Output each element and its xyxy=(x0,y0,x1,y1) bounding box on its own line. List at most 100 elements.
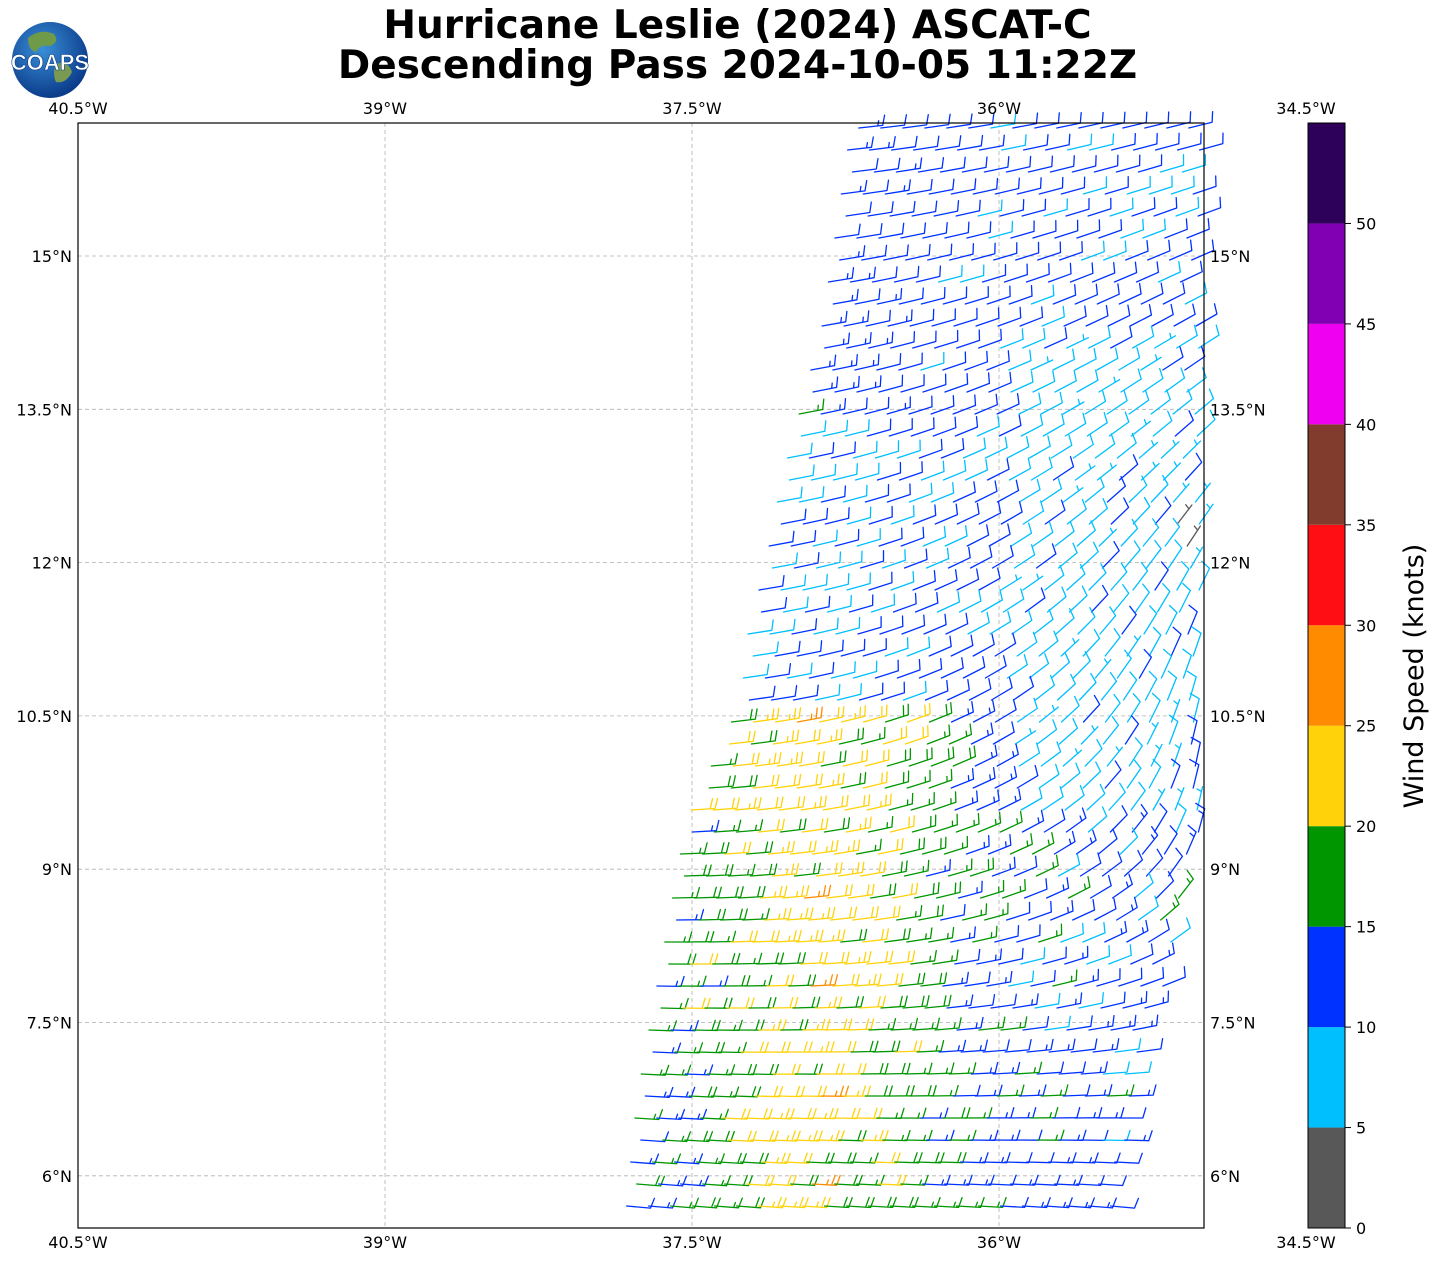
globe-logo-icon: COAPS xyxy=(11,22,89,98)
wind-barb xyxy=(926,724,951,745)
wind-barb xyxy=(1088,133,1115,151)
lon-tick-label: 34.5°W xyxy=(1276,1233,1336,1252)
wind-barb xyxy=(842,749,869,767)
wind-barb xyxy=(842,397,868,415)
wind-barb xyxy=(924,679,949,701)
wind-barb xyxy=(714,1019,743,1031)
lat-tick-label: 13.5°N xyxy=(16,400,72,419)
wind-barb xyxy=(917,157,945,173)
wind-barb xyxy=(906,702,931,723)
lat-ticks-left: 15°N 13.5°N 12°N 10.5°N 9°N 7.5°N 6°N xyxy=(16,247,72,1186)
wind-barb xyxy=(762,1041,791,1053)
wind-barb xyxy=(974,480,998,503)
wind-barb xyxy=(934,503,959,525)
wind-barb xyxy=(1174,787,1185,811)
wind-barb xyxy=(1107,304,1131,327)
wind-barb xyxy=(847,883,875,899)
wind-barb xyxy=(920,286,946,305)
wind-barb xyxy=(1014,727,1037,745)
wind-barb xyxy=(1154,561,1169,591)
wind-barb xyxy=(911,814,937,833)
wind-barb xyxy=(800,420,827,437)
wind-barb xyxy=(830,661,856,679)
wind-barb xyxy=(1103,240,1127,261)
wind-barb xyxy=(1042,946,1067,965)
wind-barb xyxy=(1003,263,1028,283)
wind-barb xyxy=(996,479,1020,503)
wind-barb xyxy=(818,639,844,657)
wind-barb xyxy=(1052,284,1077,305)
wind-barb xyxy=(816,1063,845,1075)
wind-barb xyxy=(728,730,756,745)
wind-barb xyxy=(1163,825,1178,855)
wind-barb xyxy=(942,286,968,305)
wind-barb xyxy=(1008,970,1035,987)
wind-barb xyxy=(754,752,782,767)
wind-barb xyxy=(854,1107,883,1120)
wind-barb xyxy=(737,885,766,899)
wind-barb xyxy=(1080,725,1099,745)
wind-barb xyxy=(862,928,890,943)
wind-barb xyxy=(780,508,807,525)
wind-barb xyxy=(1152,410,1173,437)
wind-barb xyxy=(876,972,904,987)
wind-barb xyxy=(840,705,866,723)
wind-barb xyxy=(992,1061,1021,1075)
wind-barb xyxy=(968,994,996,1009)
wind-barb xyxy=(956,502,980,525)
wind-barb xyxy=(1179,260,1203,283)
wind-barb xyxy=(1036,1129,1065,1141)
lon-ticks-bottom: 40.5°W39°W37.5°W36°W34.5°W33°W31.5°W30°W xyxy=(48,1233,1336,1252)
wind-barb xyxy=(766,1108,795,1120)
wind-barb xyxy=(909,308,935,327)
wind-barb xyxy=(992,721,1015,745)
colorbar-bin xyxy=(1308,524,1345,626)
wind-barb xyxy=(813,617,839,635)
wind-barb xyxy=(796,706,823,723)
wind-barb xyxy=(1160,439,1180,459)
wind-barb xyxy=(1038,923,1063,943)
wind-barb xyxy=(1030,284,1055,305)
wind-barb xyxy=(1092,1152,1121,1164)
wind-barb xyxy=(1098,376,1121,393)
wind-barb xyxy=(844,419,870,437)
wind-barb xyxy=(793,862,821,877)
lon-tick-label: 36°W xyxy=(977,99,1021,118)
wind-barb xyxy=(1062,398,1085,415)
wind-barb xyxy=(1013,544,1036,569)
wind-barb xyxy=(896,658,921,679)
lat-tick-label: 12°N xyxy=(1210,554,1250,573)
wind-barb xyxy=(770,685,798,701)
wind-barb xyxy=(794,1063,823,1075)
wind-barb xyxy=(1071,154,1097,173)
wind-barb xyxy=(1184,281,1208,305)
wind-barb xyxy=(976,789,1000,811)
logo-text: COAPS xyxy=(11,50,89,75)
wind-barb xyxy=(1062,485,1084,503)
wind-barb xyxy=(852,440,878,459)
wind-barb xyxy=(1116,896,1138,921)
wind-barb xyxy=(1013,855,1038,877)
wind-barb xyxy=(916,1039,945,1053)
wind-barb xyxy=(833,839,861,855)
wind-barb xyxy=(844,794,871,811)
wind-barb xyxy=(1102,1129,1131,1142)
wind-barb xyxy=(912,135,940,151)
wind-barb xyxy=(966,524,990,547)
lon-tick-label: 40.5°W xyxy=(48,1233,108,1252)
wind-barb xyxy=(1022,500,1045,525)
wind-barb xyxy=(935,881,962,899)
wind-barb xyxy=(1124,1130,1153,1142)
wind-barb xyxy=(684,1064,714,1076)
wind-barb xyxy=(1132,325,1155,349)
wind-barb xyxy=(873,157,901,173)
lon-ticks-top: 40.5°W39°W37.5°W36°W34.5°W33°W31.5°W30°W xyxy=(48,99,1336,118)
wind-barb xyxy=(800,795,827,811)
wind-barb xyxy=(1109,1197,1140,1209)
wind-barb xyxy=(870,593,896,613)
wind-barb xyxy=(1140,282,1164,305)
wind-barb xyxy=(1176,132,1202,151)
wind-barb xyxy=(698,908,727,921)
wind-barb xyxy=(1123,849,1144,877)
wind-barb xyxy=(715,886,744,899)
